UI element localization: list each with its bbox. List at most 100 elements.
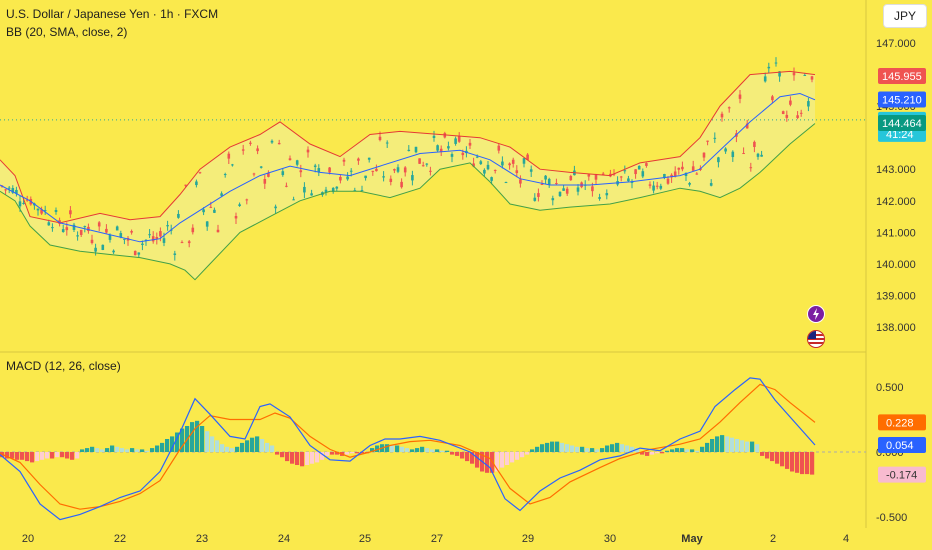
currency-button[interactable]: JPY [883, 4, 927, 28]
candle-body [468, 142, 472, 146]
candle-body [454, 138, 457, 144]
candle-body [328, 167, 331, 173]
histogram-bar [765, 452, 770, 459]
candle-body [137, 252, 141, 255]
candle [515, 165, 519, 178]
candle-body [486, 164, 490, 170]
candle [61, 224, 65, 233]
histogram-bar [45, 452, 50, 459]
candle-body [522, 158, 526, 164]
macd-indicator-legend[interactable]: MACD (12, 26, close) [6, 359, 121, 373]
candle-body [418, 158, 421, 164]
histogram-bar [260, 439, 265, 452]
candle-body [490, 177, 493, 181]
histogram-bar [95, 448, 100, 452]
price-tick-label: 141.000 [876, 227, 916, 239]
histogram-bar [290, 452, 295, 464]
candle-body [461, 152, 465, 156]
candle [195, 179, 198, 188]
candle-body [796, 115, 799, 118]
candle-body [385, 142, 389, 144]
candle-body [18, 201, 22, 207]
time-tick-label: 29 [522, 533, 534, 545]
histogram-bar [90, 446, 95, 452]
candle-body [717, 157, 720, 163]
candle-body [367, 157, 371, 160]
histogram-bar [15, 452, 20, 460]
candle-body [115, 226, 119, 231]
us-flag-event-icon[interactable] [807, 330, 825, 348]
candle-body [306, 149, 310, 153]
histogram-bar [330, 452, 335, 455]
histogram-bar [435, 449, 440, 452]
histogram-bar [430, 449, 435, 452]
lightning-event-icon[interactable] [807, 305, 825, 323]
candle-body [688, 183, 691, 185]
bb-basis-line [0, 92, 816, 243]
candle-body [227, 153, 231, 159]
candle-body [177, 213, 180, 218]
candle-body [544, 175, 547, 180]
histogram-bar [180, 428, 185, 452]
time-tick-label: May [681, 533, 703, 545]
price-tick-label: 139.000 [876, 290, 916, 302]
candle-body [195, 181, 198, 186]
histogram-bar [255, 436, 260, 452]
candle-body [713, 137, 717, 139]
candle-body [425, 163, 429, 165]
macd-tick-label: -0.500 [876, 512, 907, 524]
histogram-bar [370, 448, 375, 452]
bb-indicator-legend[interactable]: BB (20, SMA, close, 2) [6, 25, 128, 39]
candle [274, 204, 277, 214]
histogram-bar [150, 448, 155, 452]
price-label-box [878, 91, 926, 108]
candle-body [547, 178, 551, 185]
histogram-bar [670, 449, 675, 452]
candle-body [551, 198, 555, 201]
candle [187, 240, 191, 248]
candle [619, 175, 623, 182]
histogram-bar [410, 449, 415, 452]
time-tick-label: 27 [431, 533, 443, 545]
histogram-bar [515, 452, 520, 460]
candle [436, 144, 439, 153]
candle-body [479, 161, 483, 165]
candle-body [771, 96, 774, 101]
candle [738, 89, 742, 104]
histogram-bar [715, 436, 720, 452]
candle [72, 222, 76, 232]
histogram-bar [750, 441, 755, 452]
candle-body [223, 174, 227, 176]
candle-body [760, 154, 763, 157]
histogram-bar [195, 420, 200, 452]
candle-body [778, 71, 781, 77]
histogram-bar [225, 446, 230, 452]
price-label-value: 144.464 [882, 118, 922, 130]
time-tick-label: 22 [114, 533, 126, 545]
candle-body [252, 173, 256, 175]
histogram-bar [320, 452, 325, 460]
histogram-bar [125, 449, 130, 452]
candle-body [83, 226, 87, 228]
candle [763, 72, 767, 83]
candle-body [432, 135, 436, 138]
candle [281, 168, 285, 177]
candle [295, 159, 299, 167]
candle-body [724, 148, 727, 152]
histogram-bar [160, 442, 165, 452]
candle-body [627, 178, 630, 182]
candle [324, 186, 328, 196]
candle-body [720, 113, 724, 118]
candle [105, 224, 108, 234]
candle [634, 169, 637, 179]
candle-body [144, 239, 148, 241]
candle [252, 172, 256, 177]
candle-body [317, 168, 321, 173]
candle [792, 67, 796, 81]
histogram-bar [80, 449, 85, 452]
histogram-bar [210, 436, 215, 452]
histogram-bar [25, 452, 30, 462]
candle [695, 172, 699, 175]
candle [720, 111, 724, 122]
